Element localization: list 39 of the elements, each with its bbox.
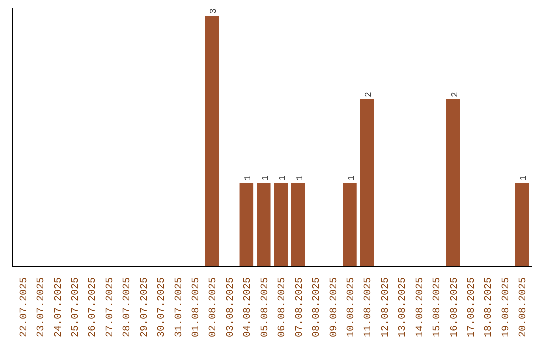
x-tick-label: 23.07.2025 [36, 277, 48, 338]
x-tick-label: 26.07.2025 [88, 277, 100, 338]
x-tick-label: 01.08.2025 [192, 277, 203, 338]
x-tick-label: 08.08.2025 [312, 277, 324, 338]
x-tick-label: 18.08.2025 [484, 277, 496, 338]
x-tick-label: 16.08.2025 [450, 277, 461, 338]
x-tick-label: 17.08.2025 [467, 277, 478, 338]
data-label: 1 [278, 176, 288, 182]
x-tick-label: 03.08.2025 [226, 277, 237, 338]
data-label: 1 [295, 176, 306, 182]
x-tick-label: 09.08.2025 [329, 277, 340, 338]
x-tick-label: 11.08.2025 [364, 277, 375, 338]
data-label: 2 [450, 92, 460, 98]
x-tick-label: 31.07.2025 [174, 277, 186, 338]
x-tick-label: 19.08.2025 [501, 277, 512, 338]
data-label: 1 [519, 176, 530, 182]
x-tick-label: 30.07.2025 [157, 277, 168, 338]
x-tick-label: 13.08.2025 [398, 277, 410, 338]
x-tick-label: 25.07.2025 [70, 277, 82, 338]
x-tick-label: 07.08.2025 [294, 277, 306, 338]
data-label: 1 [260, 176, 271, 182]
x-tick-label: 10.08.2025 [346, 277, 358, 338]
x-tick-label: 06.08.2025 [278, 277, 289, 338]
x-tick-label: 05.08.2025 [260, 277, 272, 338]
data-label: 3 [209, 8, 220, 14]
x-tick-label: 28.07.2025 [122, 277, 134, 338]
data-label: 2 [364, 92, 374, 98]
x-tick-label: 29.07.2025 [140, 277, 151, 338]
x-tick-label: 15.08.2025 [432, 277, 444, 338]
x-tick-label: 20.08.2025 [518, 277, 530, 338]
data-label: 1 [244, 176, 254, 182]
data-label: 1 [346, 176, 357, 182]
x-tick-label: 12.08.2025 [380, 277, 392, 338]
x-tick-label: 24.07.2025 [54, 277, 65, 338]
x-tick-label: 02.08.2025 [208, 277, 220, 338]
x-tick-label: 04.08.2025 [243, 277, 254, 338]
x-tick-label: 22.07.2025 [19, 277, 30, 338]
x-tick-label: 14.08.2025 [415, 277, 426, 338]
x-tick-label: 27.07.2025 [105, 277, 116, 338]
